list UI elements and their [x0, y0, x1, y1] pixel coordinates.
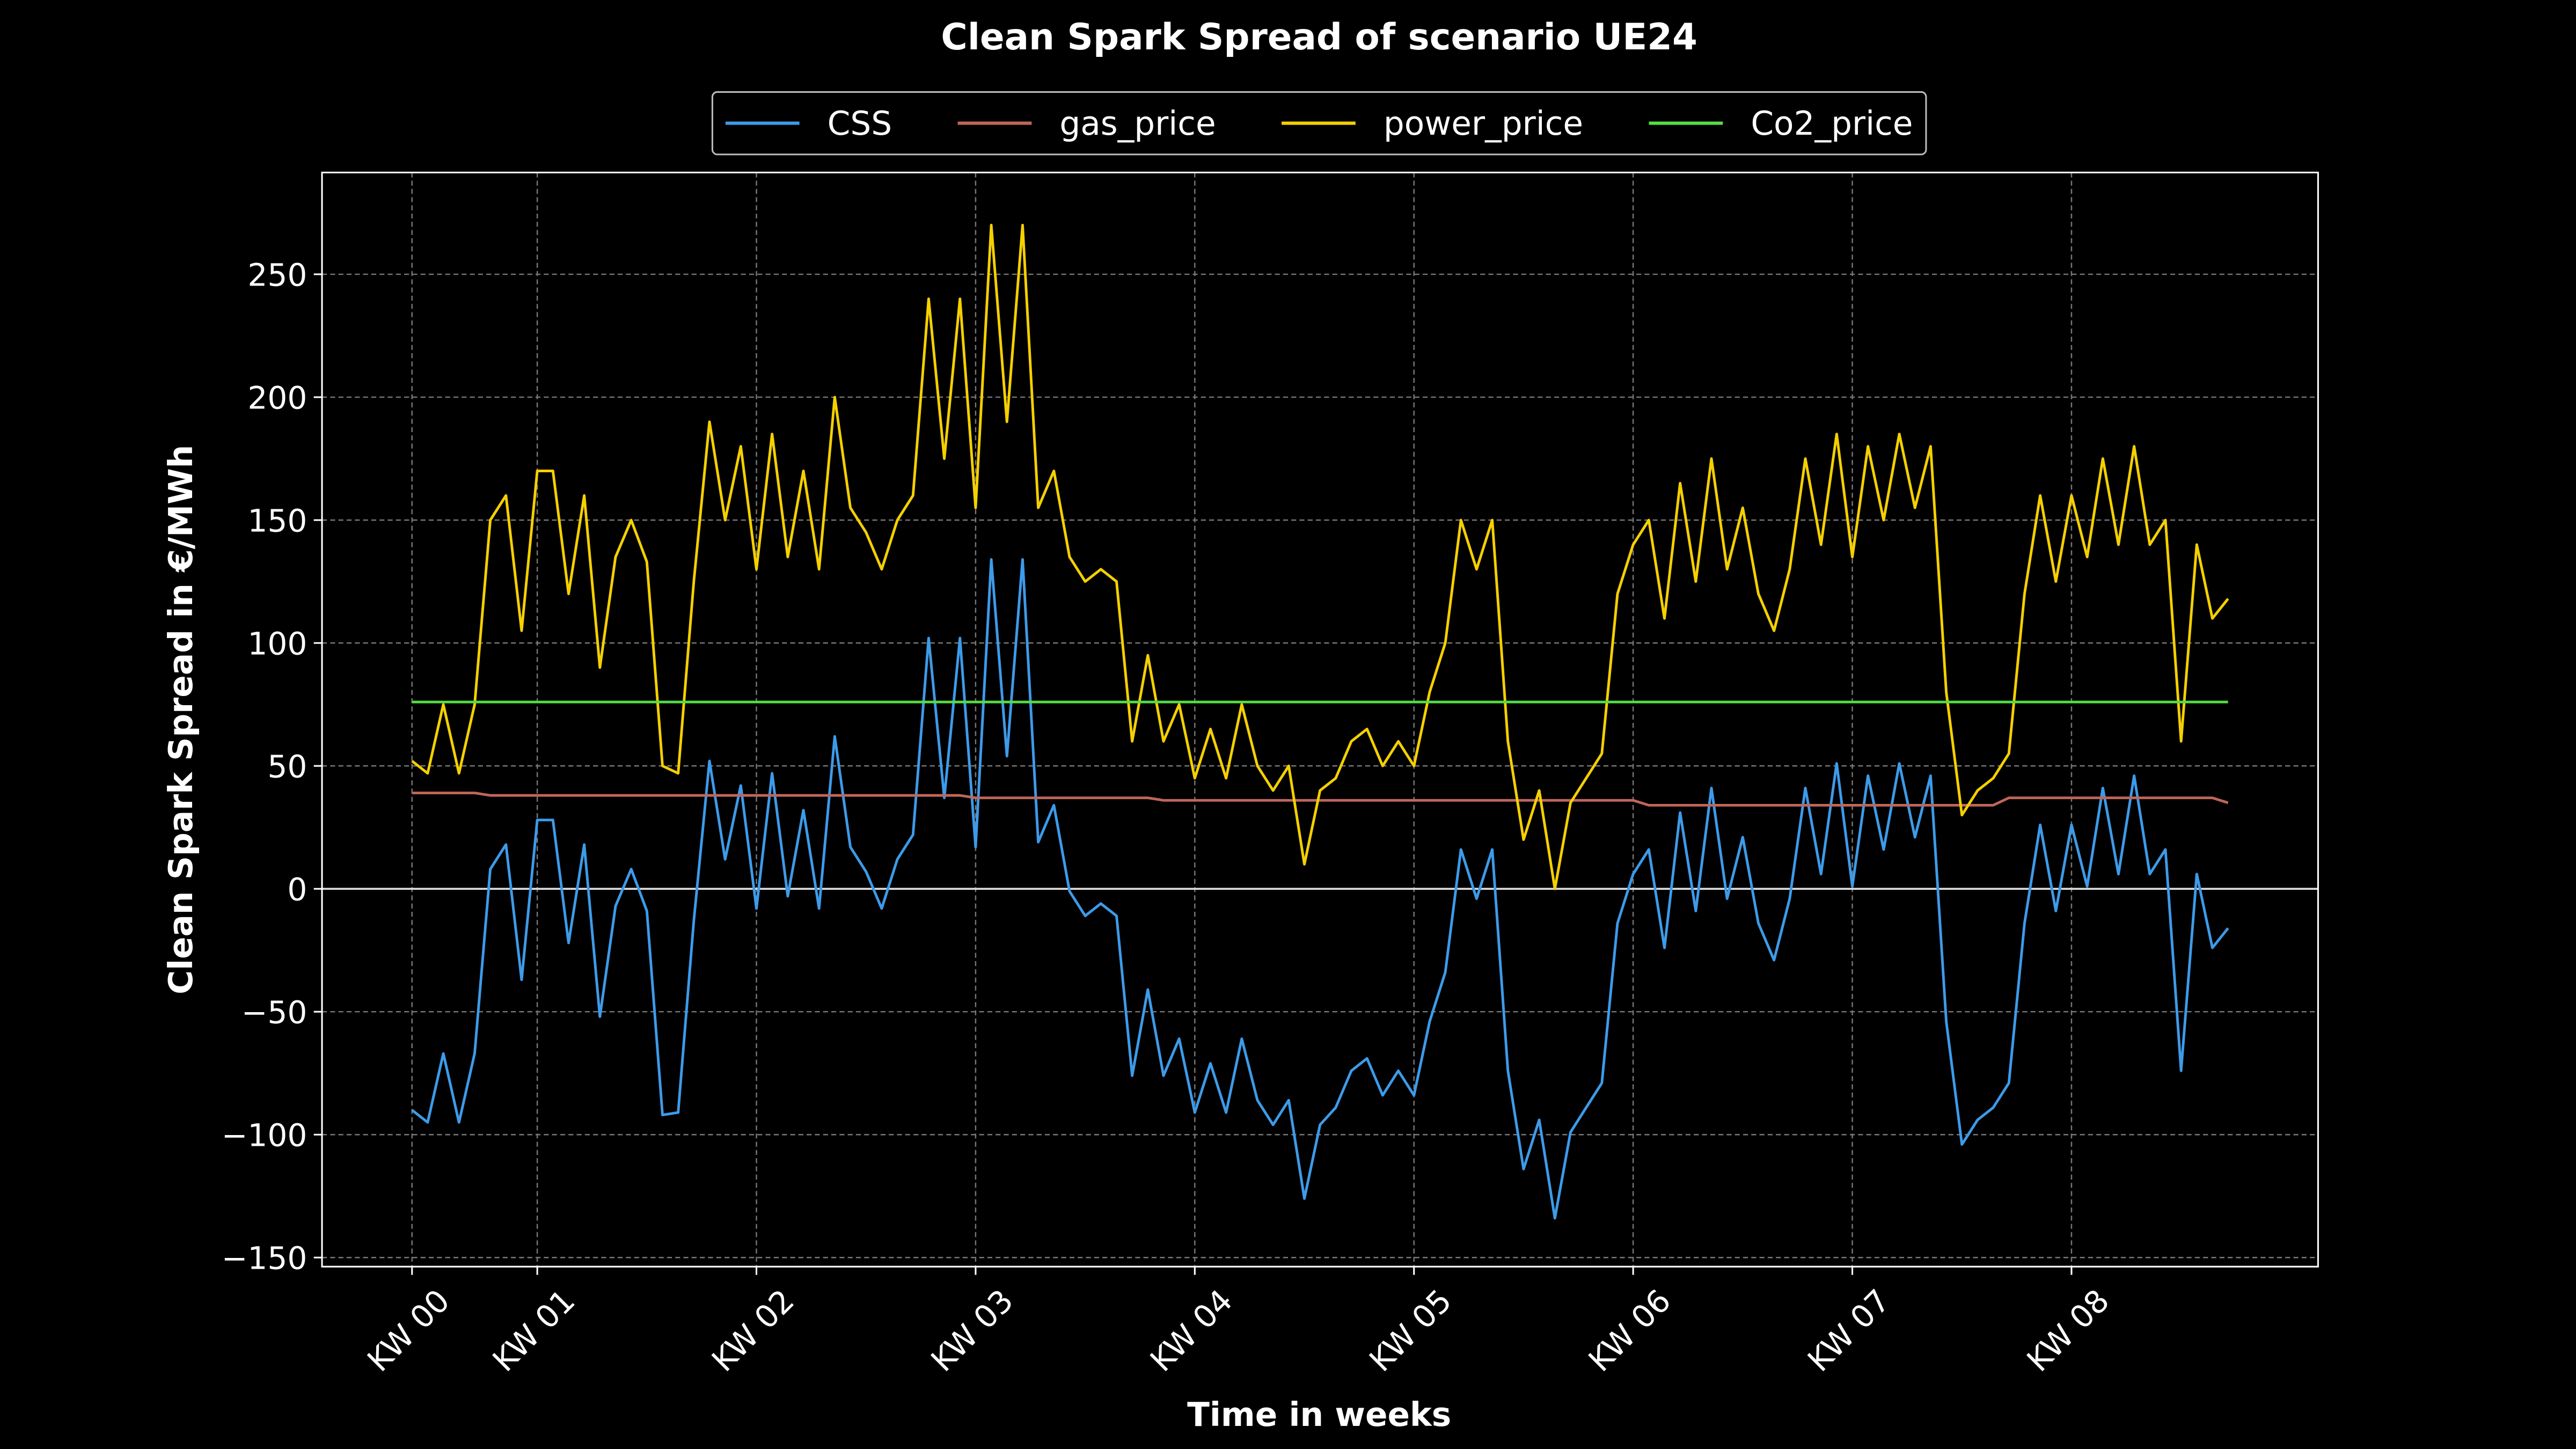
legend-label: Co2_price	[1751, 105, 1913, 143]
y-tick-label: 0	[287, 872, 307, 908]
y-tick-label: 100	[247, 626, 307, 662]
y-tick-label: −150	[222, 1240, 308, 1277]
y-tick-label: 250	[247, 257, 307, 293]
series-line	[411, 558, 2229, 1220]
chart-title: Clean Spark Spread of scenario UE24	[941, 16, 1697, 58]
series-line	[412, 792, 2229, 807]
legend-label: CSS	[828, 105, 892, 143]
y-tick-label: 200	[247, 380, 307, 416]
y-axis-label: Clean Spark Spread in €/MWh	[162, 445, 200, 994]
series-line	[411, 224, 2229, 890]
plot-frame	[321, 171, 2319, 1268]
y-tick-label: −100	[222, 1117, 308, 1154]
y-tick-label: 50	[267, 749, 307, 785]
legend: CSS gas_price power_price Co2_price	[711, 91, 1927, 156]
x-axis-label: Time in weeks	[1187, 1396, 1451, 1434]
legend-label: gas_price	[1059, 105, 1216, 143]
y-tick-label: 150	[247, 503, 307, 539]
y-tick-label: −50	[241, 994, 308, 1031]
legend-label: power_price	[1384, 105, 1583, 143]
